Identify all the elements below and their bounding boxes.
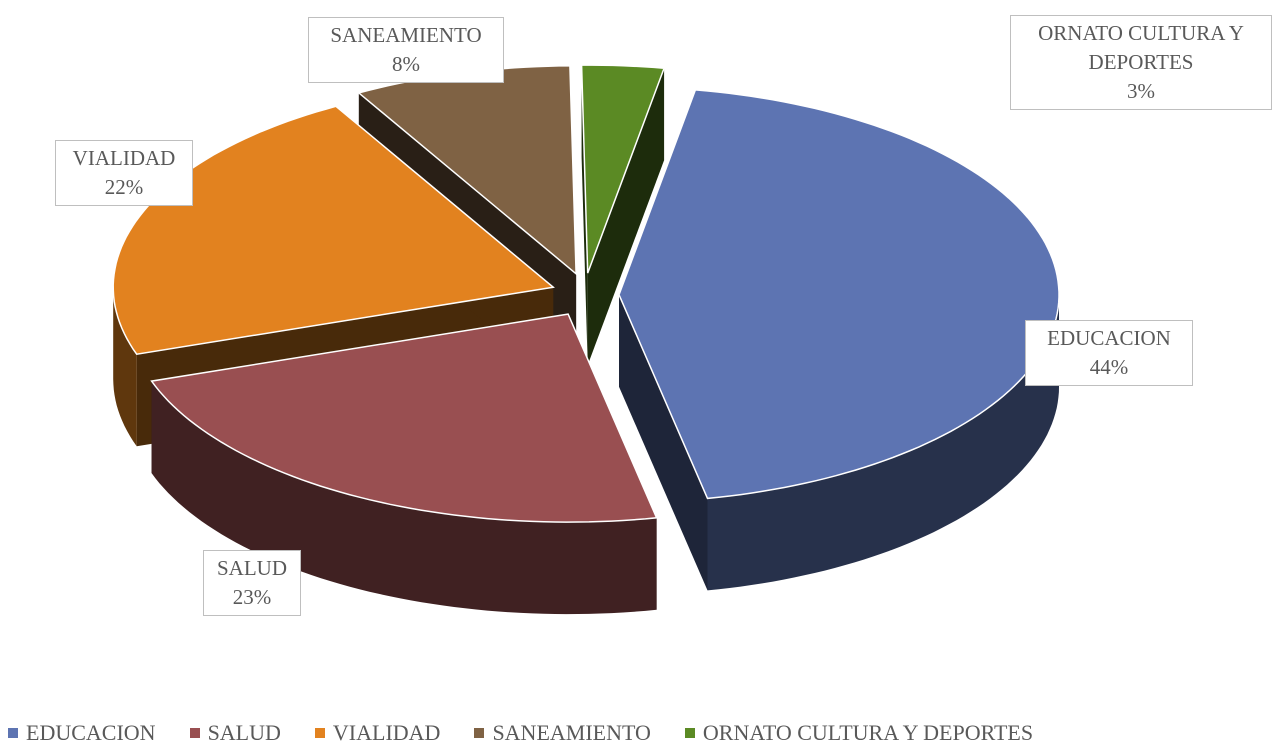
slice-side xyxy=(587,68,665,366)
legend-swatch xyxy=(8,728,18,738)
legend-label: EDUCACION xyxy=(26,720,156,745)
data-label: ORNATO CULTURA Y DEPORTES 3% xyxy=(1010,15,1272,110)
legend-item: EDUCACION xyxy=(8,720,156,746)
slice xyxy=(580,64,666,274)
legend-swatch xyxy=(474,728,485,738)
data-label-category: SANEAMIENTO xyxy=(330,23,482,47)
legend-item: SALUD xyxy=(189,720,281,746)
data-label-value: 23% xyxy=(232,585,272,609)
legend-label: SANEAMIENTO xyxy=(492,720,651,745)
data-label: VIALIDAD 22% xyxy=(55,140,193,206)
slice-wall xyxy=(113,287,137,447)
data-label-category: SALUD xyxy=(216,556,287,580)
legend-swatch xyxy=(189,728,200,738)
data-label: SANEAMIENTO 8% xyxy=(308,17,504,83)
slice xyxy=(112,105,555,356)
data-label-value: 22% xyxy=(104,175,144,199)
legend-label: VIALIDAD xyxy=(332,720,441,745)
legend-swatch xyxy=(684,728,695,738)
data-label-value: 8% xyxy=(392,52,420,76)
legend-item: SANEAMIENTO xyxy=(474,720,651,746)
slice-group xyxy=(580,64,666,366)
data-label-value: 44% xyxy=(1089,355,1129,379)
pie-plot xyxy=(112,64,1060,615)
data-label: EDUCACION 44% xyxy=(1025,320,1193,386)
legend-item: VIALIDAD xyxy=(314,720,441,746)
legend-label: SALUD xyxy=(207,720,281,745)
slice xyxy=(150,313,658,523)
data-label-category: VIALIDAD xyxy=(72,146,176,170)
legend-label: ORNATO CULTURA Y DEPORTES xyxy=(702,720,1034,745)
data-label-category: ORNATO CULTURA Y DEPORTES xyxy=(1038,21,1244,74)
slice-group xyxy=(618,89,1060,591)
slice xyxy=(618,89,1060,500)
slice-side xyxy=(619,294,708,591)
data-label-value: 3% xyxy=(1127,79,1155,103)
data-label-category: EDUCACION xyxy=(1047,326,1171,350)
data-label: SALUD 23% xyxy=(203,550,301,616)
legend-item: ORNATO CULTURA Y DEPORTES xyxy=(684,720,1034,746)
legend-swatch xyxy=(314,728,325,738)
legend: EDUCACION SALUD VIALIDAD SANEAMIENTO ORNATO … xyxy=(8,720,1033,746)
slice-wall xyxy=(707,294,1059,591)
